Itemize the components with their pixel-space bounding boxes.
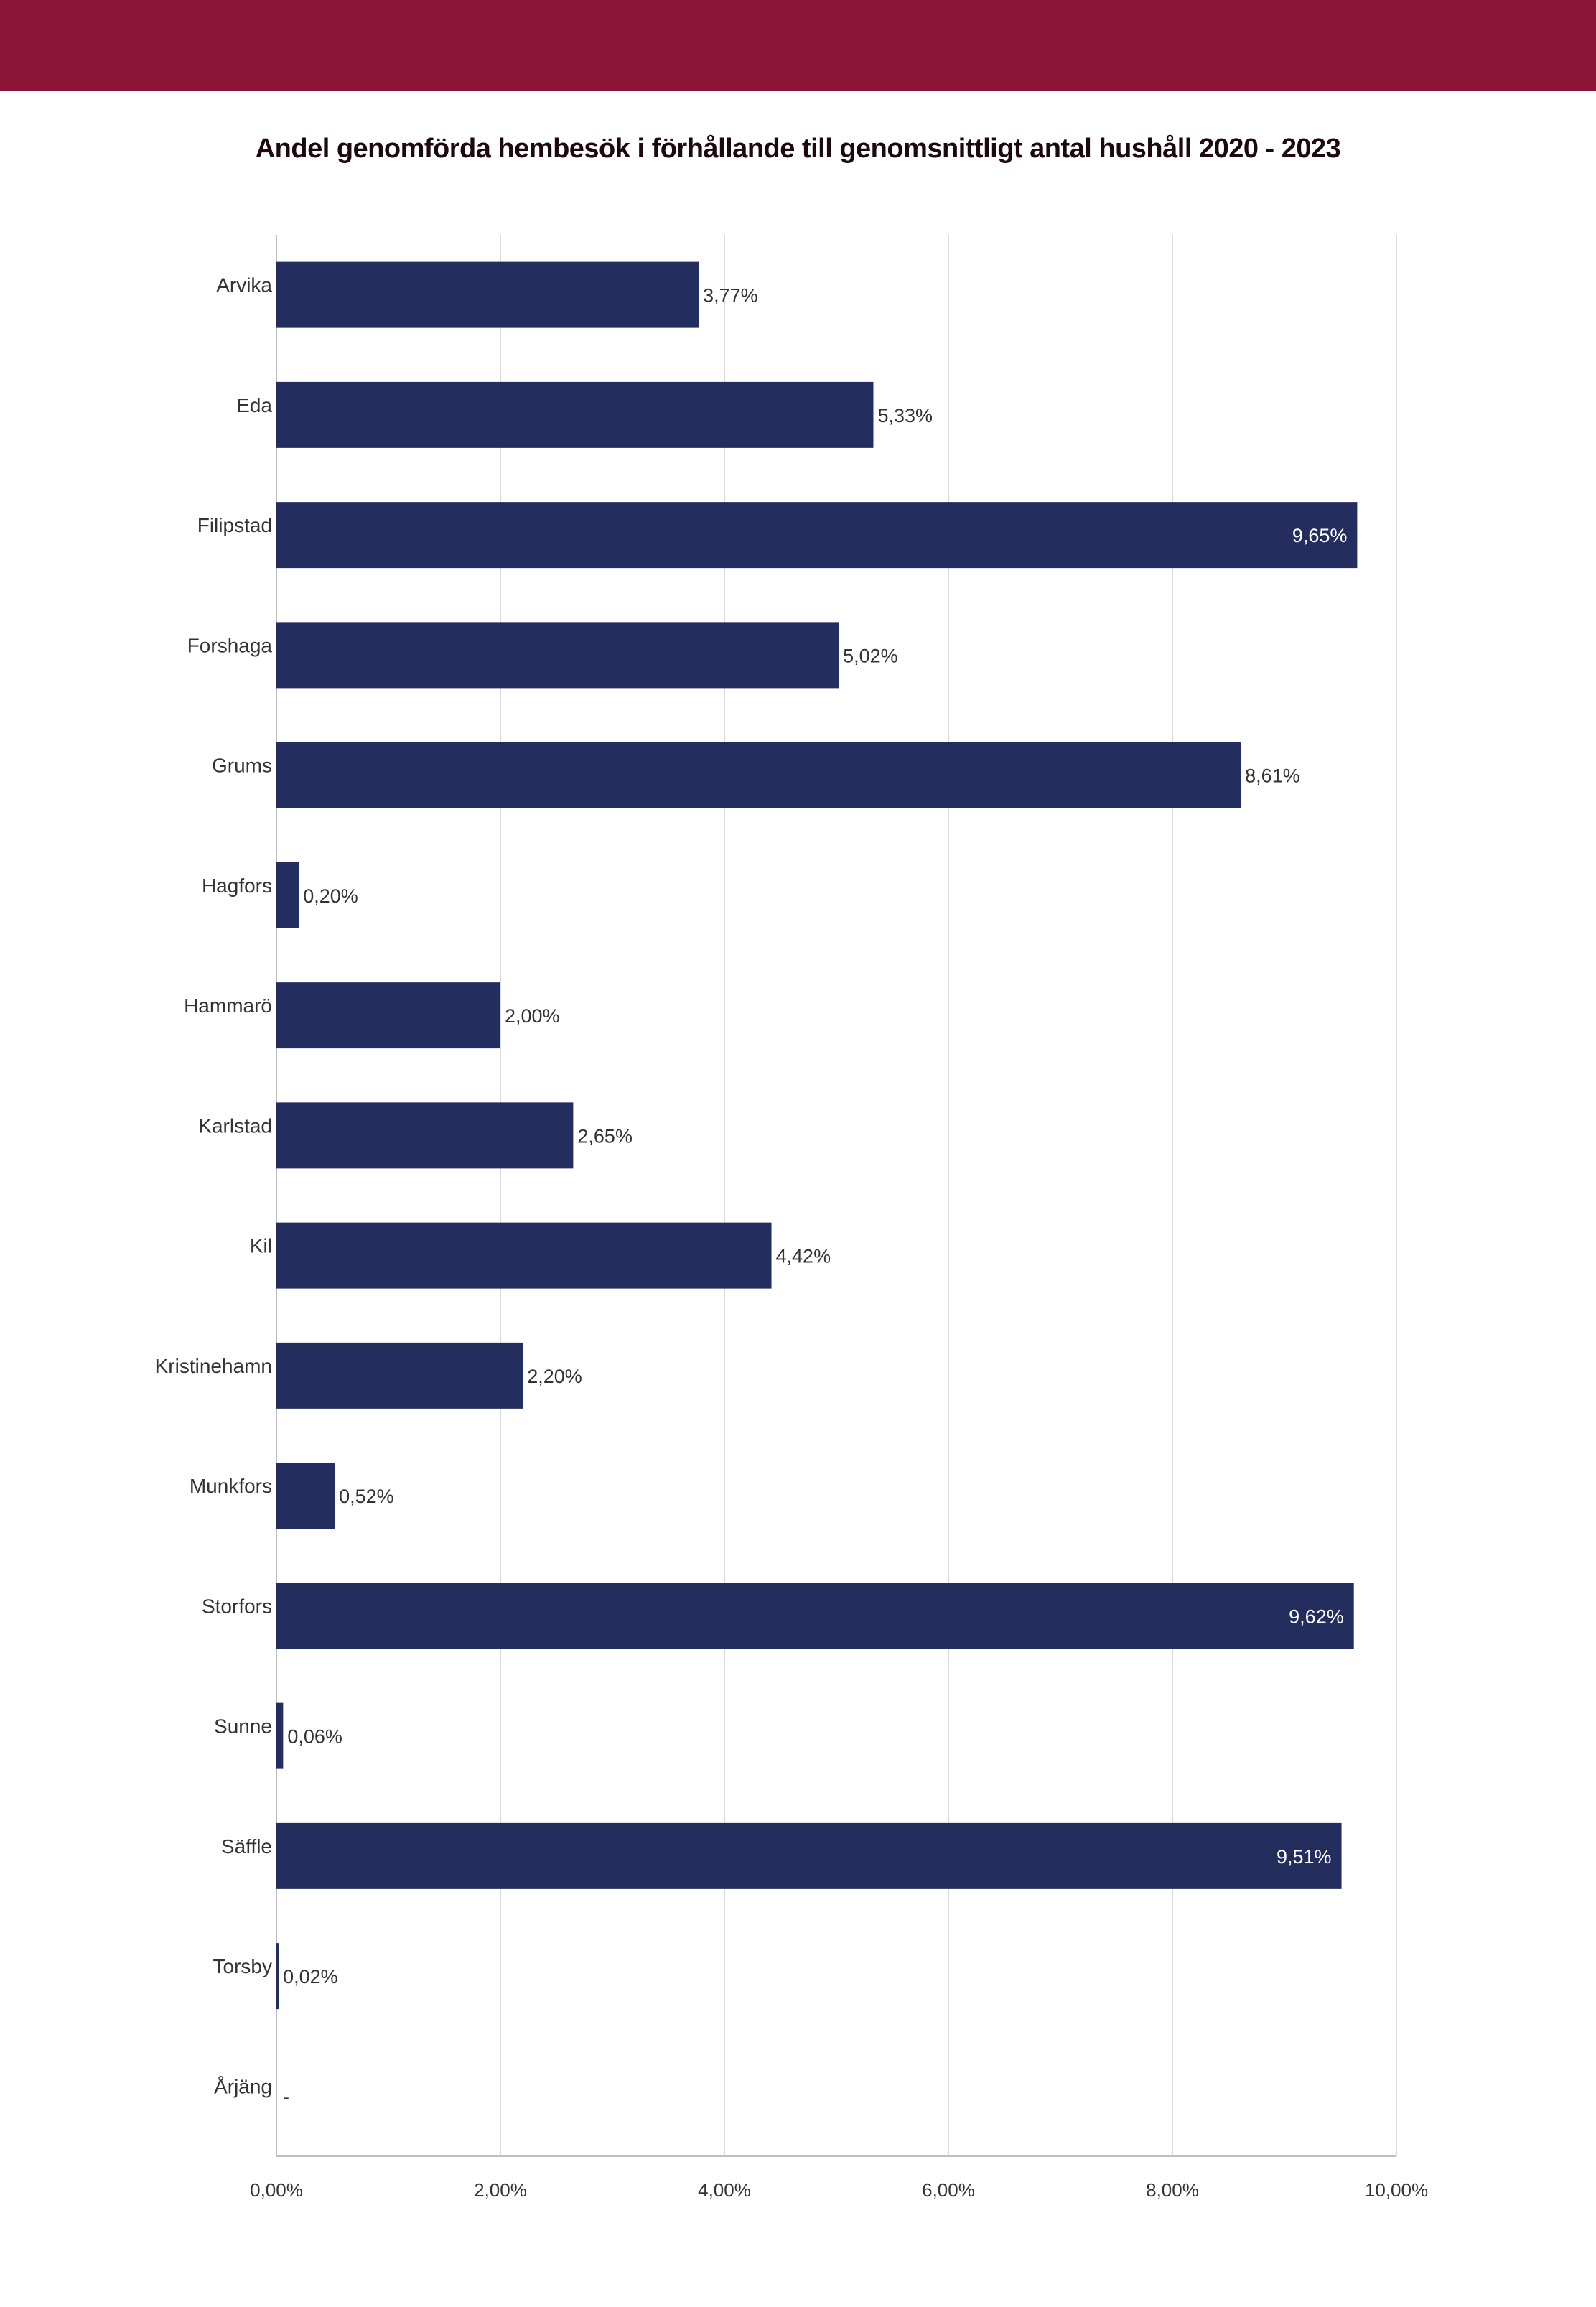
category-label: Forshaga <box>187 634 273 656</box>
category-label: Filipstad <box>197 514 272 536</box>
data-label: 0,52% <box>339 1486 394 1507</box>
category-label: Kil <box>250 1235 272 1257</box>
x-tick-label: 6,00% <box>922 2179 975 2201</box>
category-label: Storfors <box>202 1595 272 1617</box>
bar <box>276 1702 284 1769</box>
data-label: 0,06% <box>287 1726 342 1748</box>
category-label: Säffle <box>221 1835 272 1858</box>
x-tick-label: 2,00% <box>474 2179 527 2201</box>
data-label: 2,20% <box>527 1366 582 1387</box>
bar <box>276 862 299 928</box>
bar <box>276 982 500 1049</box>
bar <box>276 261 699 328</box>
data-label: 3,77% <box>703 285 758 307</box>
top-banner <box>0 0 1596 91</box>
bar <box>276 381 874 448</box>
data-label: 9,51% <box>1277 1846 1332 1868</box>
category-label: Sunne <box>214 1715 272 1738</box>
bar <box>276 742 1241 808</box>
category-label: Hammarö <box>184 994 272 1017</box>
bar <box>276 1222 772 1289</box>
category-label: Grums <box>212 755 272 777</box>
category-label: Hagfors <box>202 875 272 897</box>
data-label: 0,02% <box>283 1966 338 1987</box>
category-label: Eda <box>236 394 272 416</box>
category-label: Kristinehamn <box>155 1355 272 1377</box>
data-label: 0,20% <box>303 885 358 907</box>
bar <box>276 622 839 689</box>
data-label: 5,33% <box>877 405 933 427</box>
category-label: Torsby <box>213 1955 272 1977</box>
chart-title: Andel genomförda hembesök i förhållande … <box>255 134 1341 164</box>
data-label: 9,65% <box>1292 525 1348 546</box>
bar <box>276 502 1358 569</box>
x-tick-label: 10,00% <box>1365 2179 1428 2201</box>
category-label: Karlstad <box>198 1114 272 1137</box>
bar <box>276 1822 1342 1889</box>
data-label: 2,65% <box>577 1125 633 1147</box>
category-label: Årjäng <box>214 2075 272 2097</box>
bar <box>276 1583 1354 1649</box>
bar <box>276 1463 335 1529</box>
data-label: 4,42% <box>776 1246 831 1267</box>
bar <box>276 1943 279 2010</box>
data-label: 2,00% <box>505 1005 560 1027</box>
x-tick-label: 8,00% <box>1146 2179 1199 2201</box>
data-label: 5,02% <box>843 645 898 666</box>
data-label: 8,61% <box>1245 765 1300 787</box>
category-label: Munkfors <box>190 1475 272 1497</box>
data-label: 9,62% <box>1289 1605 1344 1627</box>
x-tick-label: 0,00% <box>250 2179 303 2201</box>
data-label: - <box>283 2086 289 2107</box>
x-tick-label: 4,00% <box>698 2179 751 2201</box>
category-label: Arvika <box>216 274 272 297</box>
bar <box>276 1102 574 1169</box>
bar <box>276 1342 523 1409</box>
